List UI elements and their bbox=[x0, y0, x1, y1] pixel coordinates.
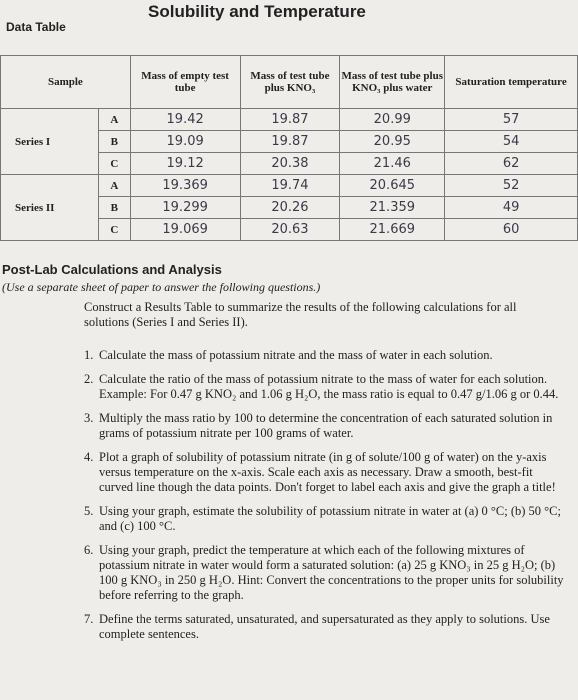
column-header: Mass of test tube plus KNO₃ bbox=[239, 55, 341, 109]
sample-label: A bbox=[97, 174, 131, 197]
question-number: 4. bbox=[84, 450, 94, 464]
question-text: Using your graph, predict the temperatur… bbox=[99, 543, 564, 602]
question: 7. Define the terms saturated, unsaturate… bbox=[84, 612, 564, 642]
question-text: Define the terms saturated, unsaturated,… bbox=[99, 612, 550, 641]
table-cell: 19.069 bbox=[129, 218, 241, 241]
table-row: B 19.299 20.26 21.359 49 bbox=[1, 196, 578, 219]
question-text: Calculate the mass of potassium nitrate … bbox=[99, 348, 493, 362]
column-header: Mass of empty test tube bbox=[129, 55, 241, 109]
sample-label: C bbox=[97, 152, 131, 175]
question-number: 1. bbox=[84, 348, 94, 362]
question: 3. Multiply the mass ratio by 100 to dete… bbox=[84, 411, 564, 441]
table-cell: 21.359 bbox=[339, 196, 446, 219]
column-header: Mass of test tube plus KNO₃ plus water bbox=[339, 55, 446, 109]
note: (Use a separate sheet of paper to answer… bbox=[2, 280, 321, 294]
intro: Construct a Results Table to summarize t… bbox=[84, 300, 517, 329]
table-cell: 20.95 bbox=[339, 130, 446, 153]
question-list: 1. Calculate the mass of potassium nitrat… bbox=[84, 348, 564, 651]
table-cell: 20.38 bbox=[239, 152, 341, 175]
question-number: 2. bbox=[84, 372, 94, 386]
table-cell: 57 bbox=[444, 108, 578, 131]
table-cell: 19.12 bbox=[129, 152, 241, 175]
group-label: Series II bbox=[0, 174, 99, 241]
sample-label: B bbox=[97, 130, 131, 153]
table-cell: 21.46 bbox=[339, 152, 446, 175]
table-row: Series I A 19.42 19.87 20.99 57 bbox=[0, 108, 578, 175]
table-cell: 19.09 bbox=[129, 130, 241, 153]
question-text: Multiply the mass ratio by 100 to determ… bbox=[99, 411, 553, 440]
table-cell: 19.87 bbox=[239, 108, 341, 131]
question-number: 3. bbox=[84, 411, 94, 425]
table-cell: 19.87 bbox=[239, 130, 341, 153]
section-heading: Post-Lab Calculations and Analysis bbox=[2, 262, 222, 277]
question-number: 5. bbox=[84, 504, 94, 518]
table-cell: 20.645 bbox=[339, 174, 446, 197]
sample-label: B bbox=[97, 196, 131, 219]
table-cell: 21.669 bbox=[339, 218, 446, 241]
question-number: 6. bbox=[84, 543, 94, 557]
question-text: Using your graph, estimate the solubilit… bbox=[99, 504, 561, 533]
question: 5. Using your graph, estimate the solubil… bbox=[84, 504, 564, 534]
table-cell: 52 bbox=[444, 174, 578, 197]
table-cell: 54 bbox=[444, 130, 578, 153]
table-cell: 19.42 bbox=[129, 108, 241, 131]
sample-label: C bbox=[97, 218, 131, 241]
column-header: Saturation temperature bbox=[444, 55, 578, 109]
column-header: Sample bbox=[0, 55, 131, 109]
question: 2. Calculate the ratio of the mass of pot… bbox=[84, 372, 564, 402]
table-cell: 20.63 bbox=[239, 218, 341, 241]
data-table: Sample Mass of empty test tube Mass of tes… bbox=[0, 55, 578, 241]
question-number: 7. bbox=[84, 612, 94, 626]
group-label: Series I bbox=[0, 108, 99, 175]
table-cell: 20.26 bbox=[239, 196, 341, 219]
table-cell: 62 bbox=[444, 152, 578, 175]
table-cell: 49 bbox=[444, 196, 578, 219]
question-text: Plot a graph of solubility of potassium … bbox=[99, 450, 556, 494]
subtitle: Data Table bbox=[6, 20, 66, 34]
sample-label: A bbox=[97, 108, 131, 131]
table-cell: 20.99 bbox=[339, 108, 446, 131]
table-cell: 60 bbox=[444, 218, 578, 241]
table-row: Series II A 19.369 19.74 20.645 52 bbox=[0, 174, 578, 241]
question: 6. Using your graph, predict the temperat… bbox=[84, 543, 564, 603]
table-cell: 19.299 bbox=[129, 196, 241, 219]
title: Solubility and Temperature bbox=[148, 2, 366, 21]
question: 1. Calculate the mass of potassium nitrat… bbox=[84, 348, 564, 363]
table-cell: 19.369 bbox=[129, 174, 241, 197]
table-cell: 19.74 bbox=[239, 174, 341, 197]
header-row: Sample Mass of empty test tube Mass of tes… bbox=[0, 55, 578, 109]
question-text: Calculate the ratio of the mass of potas… bbox=[99, 372, 559, 401]
question: 4. Plot a graph of solubility of potassiu… bbox=[84, 450, 564, 495]
table-row: C 19.069 20.63 21.669 60 bbox=[1, 218, 578, 241]
